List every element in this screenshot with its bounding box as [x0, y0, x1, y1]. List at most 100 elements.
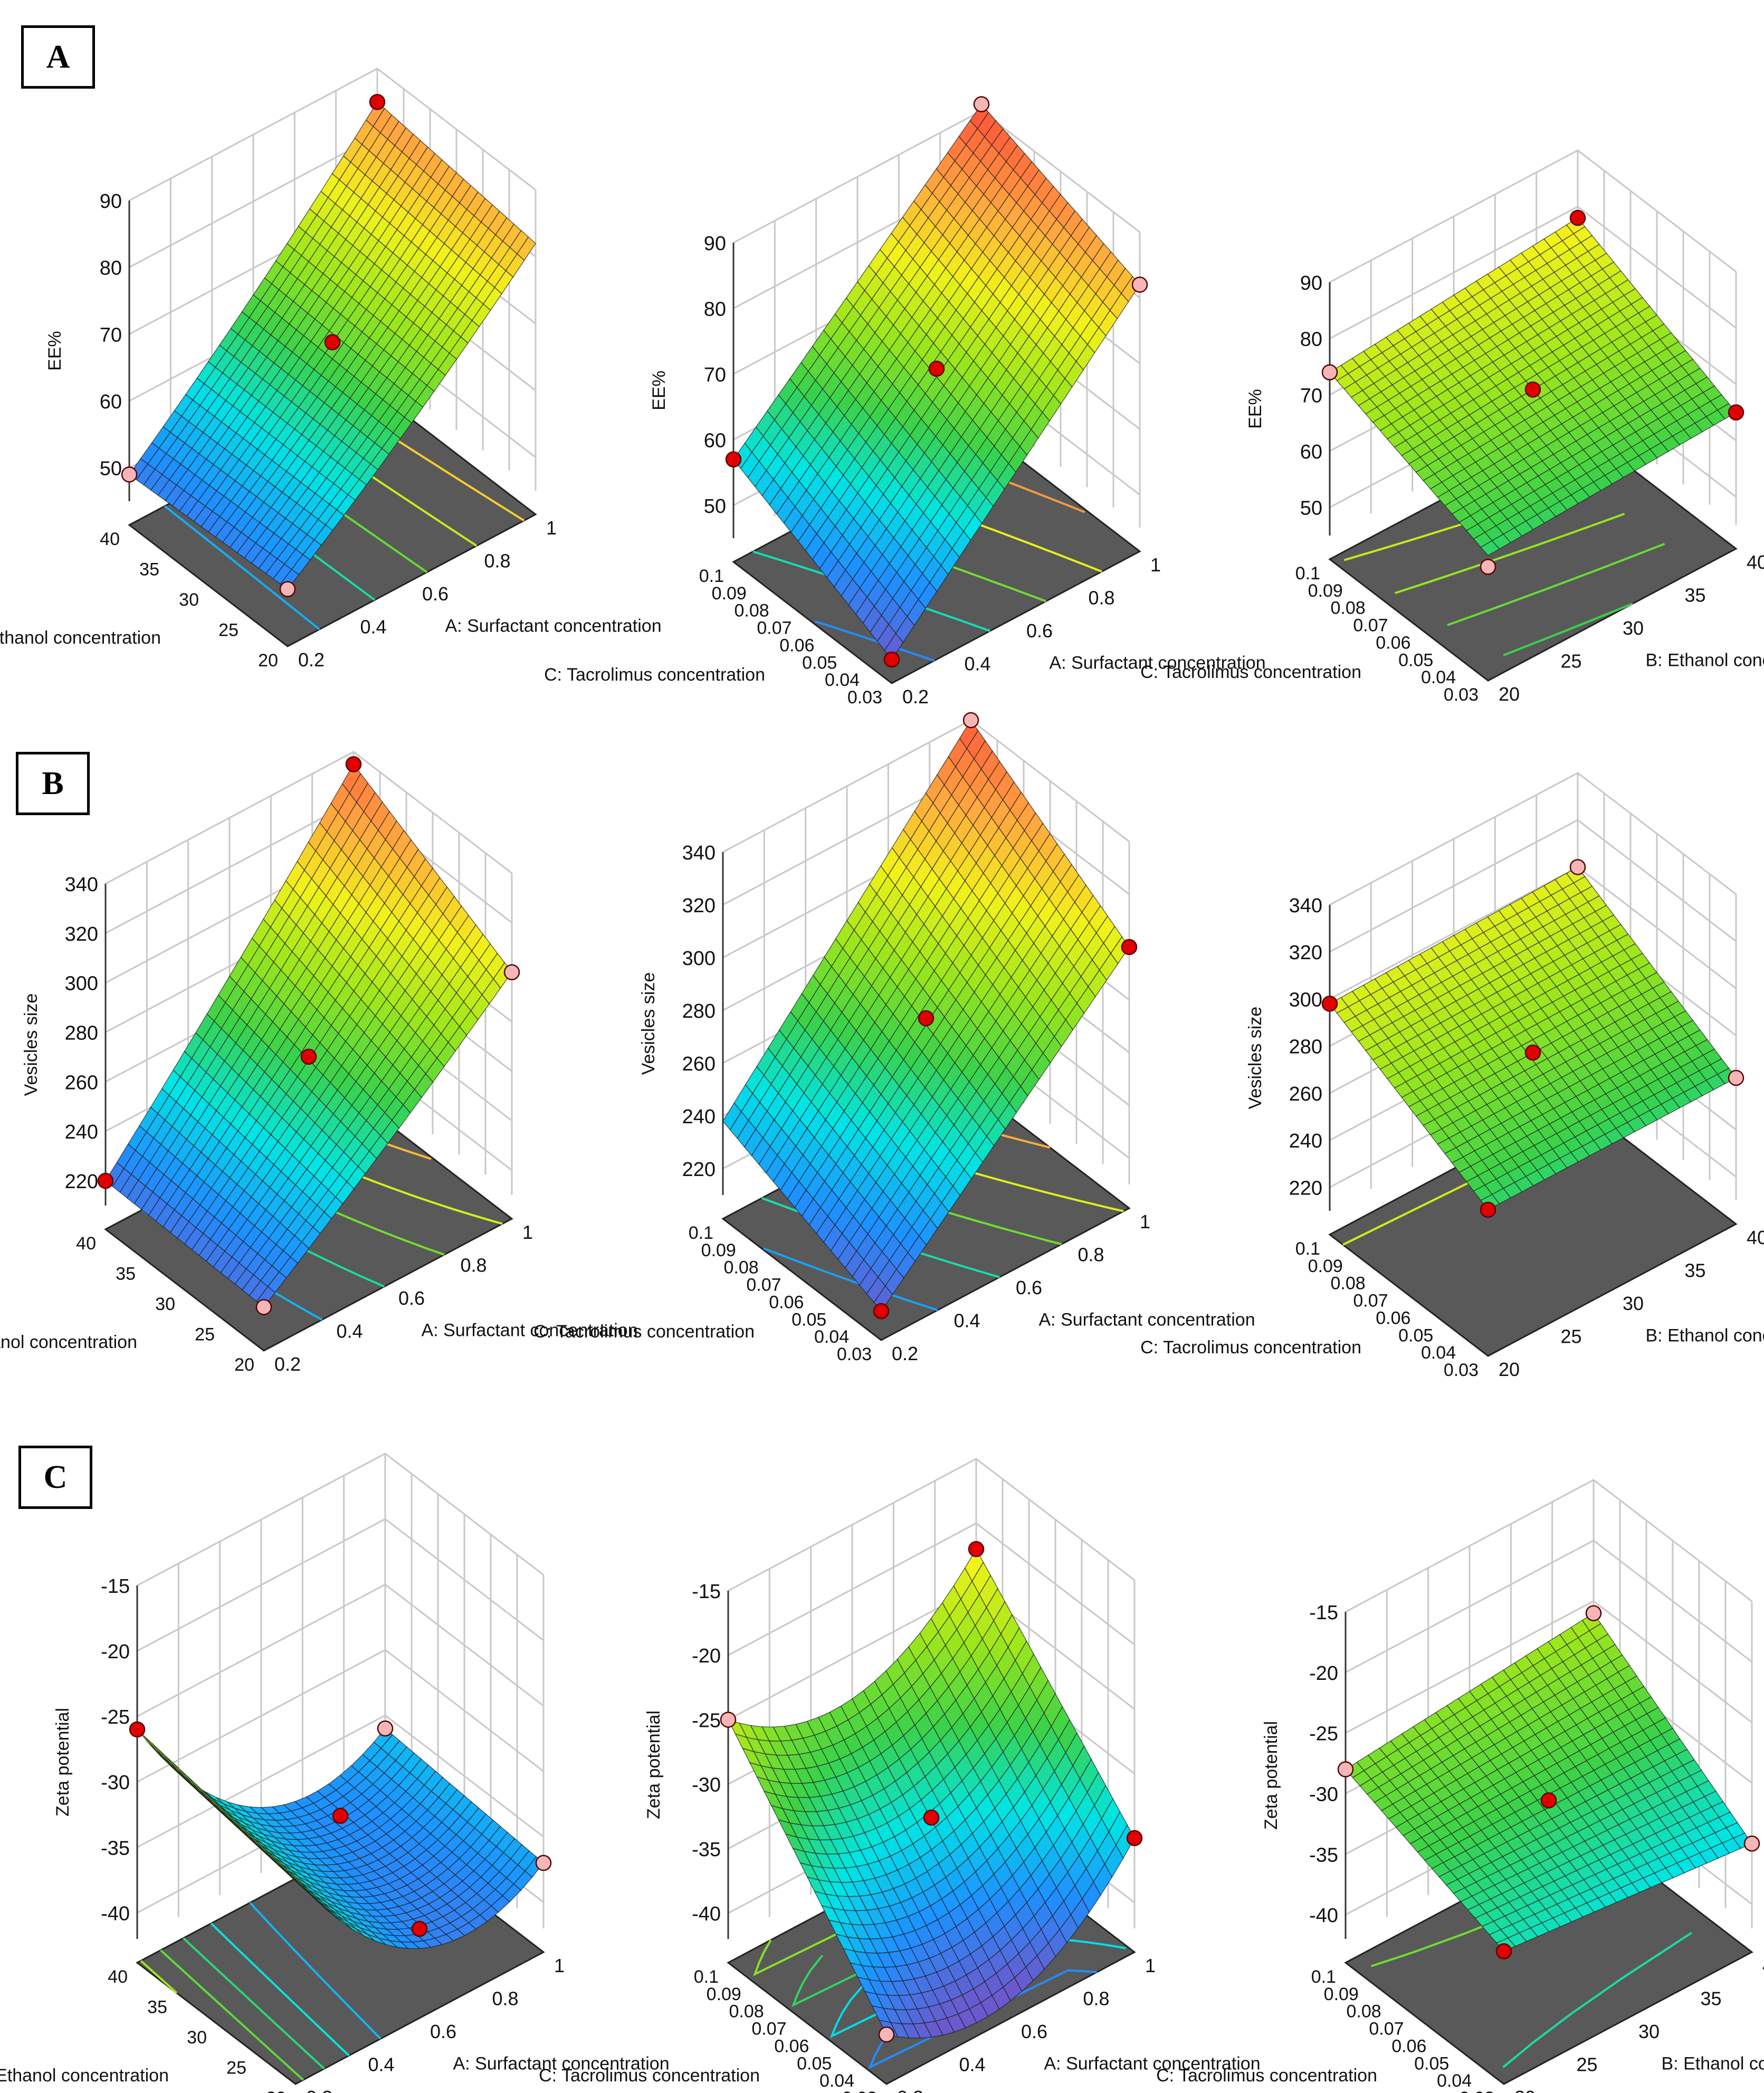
- x-tick-label: 30: [1623, 617, 1644, 639]
- z-tick-label: -35: [1309, 1844, 1338, 1866]
- z-tick-label: 60: [704, 429, 726, 452]
- y-tick-label: 0.04: [814, 1327, 849, 1347]
- y-tick-label: 0.08: [724, 1258, 759, 1278]
- x-tick-label: 0.2: [902, 686, 929, 708]
- y-tick-label: 0.07: [1353, 1291, 1388, 1311]
- design-point: [923, 1809, 940, 1826]
- z-tick-label: 220: [682, 1159, 716, 1181]
- surface-plot-a3: 5060708090EE%20253035400.030.040.050.060…: [1140, 149, 1764, 705]
- x-tick-label: 20: [1499, 683, 1520, 705]
- design-point: [725, 451, 742, 467]
- design-point: [345, 756, 362, 772]
- design-point: [279, 581, 296, 597]
- x-tick-label: 0.6: [1016, 1277, 1042, 1298]
- y-tick-label: 35: [147, 1998, 167, 2018]
- x-tick-label: 0.6: [1026, 620, 1053, 642]
- z-tick-label: 60: [1300, 441, 1322, 463]
- x-tick-label: 20: [1514, 2087, 1536, 2093]
- y-tick-label: 0.09: [1308, 1256, 1343, 1276]
- y-axis-title: B: Ethanol concentration: [0, 2066, 169, 2086]
- y-tick-label: 0.05: [797, 2053, 832, 2073]
- x-axis-title: A: Surfactant concentration: [453, 2054, 670, 2074]
- design-point: [411, 1920, 428, 1937]
- surface-plot-a1: 50 60 70 80 90 EE% 0.2 0.4 0.6 0.8 1 20 25 30 35 40 A: S…: [0, 68, 662, 671]
- x-tick-label: 30: [1638, 2021, 1660, 2042]
- y-tick-label: 25: [226, 2058, 246, 2078]
- z-tick-label: 90: [1300, 272, 1322, 294]
- x-tick-label: 1: [546, 517, 557, 539]
- y-tick-label: 0.06: [1391, 2036, 1426, 2056]
- x-tick-label: 25: [1561, 651, 1582, 672]
- x-tick-label: 0.8: [461, 1255, 487, 1276]
- z-tick-label: -30: [692, 1774, 721, 1796]
- x-tick-label: 1: [1150, 554, 1161, 576]
- z-tick-label: -35: [692, 1839, 721, 1861]
- y-axis-title: C: Tacrolimus concentration: [544, 665, 765, 685]
- design-point: [377, 1720, 394, 1737]
- x-tick-label: 0.4: [954, 1310, 980, 1332]
- design-point: [1480, 559, 1496, 575]
- design-point: [1131, 276, 1148, 293]
- panel-label-c: C: [18, 1446, 92, 1509]
- z-tick-label: 50: [704, 495, 726, 518]
- design-point: [1585, 1605, 1602, 1621]
- z-tick-label: -20: [1309, 1662, 1338, 1685]
- x-tick-label: 0.8: [1083, 1988, 1110, 2010]
- y-tick-label: 0.1: [1311, 1967, 1336, 1987]
- surface-plot-c2: -40 -35 -30 -25 -20 -15 Zeta potential 0.2 0.4 0.…: [539, 1458, 1261, 2093]
- y-tick-label: 25: [195, 1325, 215, 1345]
- design-point: [97, 1172, 114, 1189]
- y-tick-label: 40: [108, 1967, 128, 1987]
- design-point: [1524, 381, 1541, 398]
- y-tick-label: 0.1: [1295, 563, 1320, 584]
- y-tick-label: 25: [218, 620, 239, 641]
- z-tick-label: 220: [65, 1171, 98, 1193]
- design-point: [1743, 1836, 1760, 1852]
- z-axis-title: EE%: [1245, 389, 1265, 429]
- y-tick-label: 0.05: [1398, 650, 1433, 670]
- design-point: [1569, 209, 1586, 226]
- response-surface-mesh: [137, 1728, 544, 1949]
- design-point: [1728, 1069, 1744, 1086]
- z-tick-label: -20: [692, 1645, 721, 1667]
- z-tick-label: 260: [65, 1072, 98, 1094]
- z-tick-label: 90: [704, 233, 726, 255]
- response-surface-mesh: [727, 1548, 1135, 2039]
- y-tick-label: 0.04: [1421, 1343, 1456, 1363]
- y-tick-label: 30: [155, 1294, 175, 1314]
- y-tick-label: 0.03: [842, 2088, 877, 2093]
- z-tick-label: 80: [100, 257, 122, 280]
- design-point: [1569, 859, 1586, 875]
- x-axis-title: B: Ethanol concentration: [1646, 651, 1764, 671]
- z-axis-title: Zeta potential: [53, 1708, 73, 1817]
- design-point: [1121, 939, 1138, 955]
- y-tick-label: 0.05: [1414, 2053, 1449, 2073]
- z-axis-title: EE%: [649, 370, 669, 410]
- y-tick-label: 0.04: [1437, 2071, 1472, 2091]
- x-tick-label: 0.2: [274, 1353, 301, 1375]
- design-point: [332, 1808, 349, 1824]
- response-surface-mesh: [105, 763, 512, 1308]
- x-tick-label: 0.6: [422, 583, 449, 605]
- design-point: [883, 651, 900, 668]
- z-tick-label: 240: [65, 1121, 98, 1143]
- x-axis-title: A: Surfactant concentration: [422, 1321, 638, 1341]
- x-tick-label: 0.4: [337, 1321, 363, 1342]
- x-tick-label: 30: [1623, 1293, 1644, 1314]
- response-surface-mesh: [1345, 1612, 1752, 1952]
- y-tick-label: 40: [100, 529, 120, 549]
- design-point: [973, 96, 990, 112]
- design-point: [255, 1299, 272, 1315]
- design-point: [1337, 1761, 1354, 1777]
- y-tick-label: 20: [266, 2088, 286, 2093]
- design-point: [1321, 364, 1338, 380]
- z-tick-label: 280: [682, 1000, 716, 1022]
- y-tick-label: 0.03: [837, 1344, 872, 1364]
- y-tick-label: 20: [258, 651, 278, 671]
- z-axis-title: EE%: [45, 331, 65, 371]
- z-tick-label: 240: [1289, 1130, 1322, 1152]
- y-tick-label: 0.08: [1331, 1274, 1366, 1294]
- x-axis-title: A: Surfactant concentration: [1050, 653, 1266, 673]
- y-tick-label: 0.03: [1444, 1360, 1479, 1380]
- z-tick-label: -30: [1309, 1783, 1338, 1805]
